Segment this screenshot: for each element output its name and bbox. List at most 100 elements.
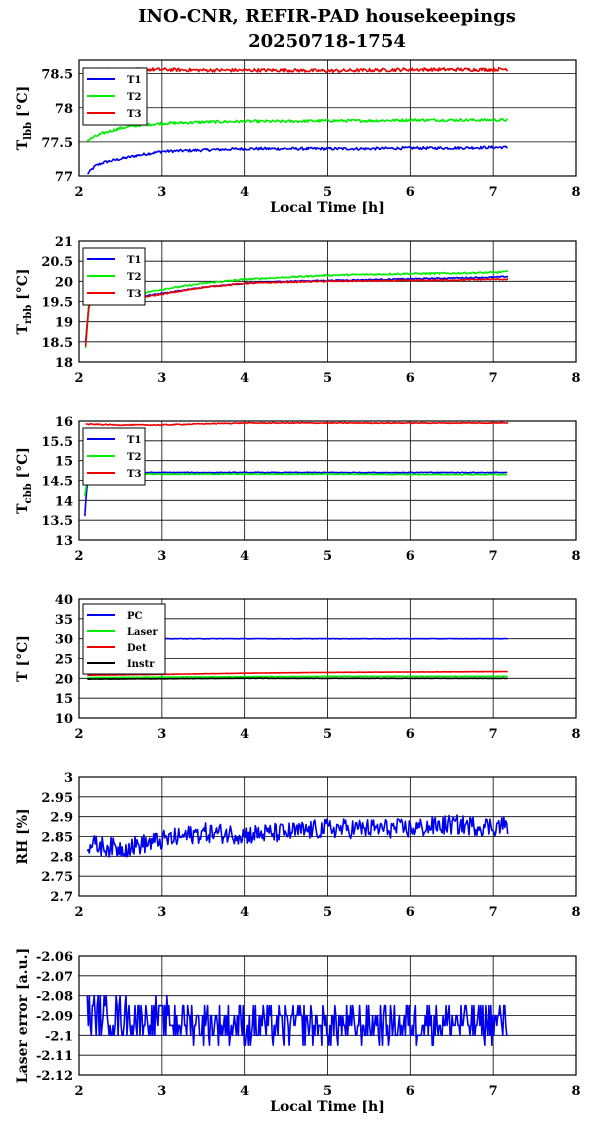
- legend-label: T3: [127, 289, 141, 300]
- x-tick-label: 3: [157, 905, 166, 920]
- plot-frame: [78, 420, 577, 541]
- y-tick-label: 13: [55, 534, 73, 549]
- x-tick-label: 6: [406, 371, 415, 386]
- legend-label: Det: [127, 643, 147, 654]
- legend-label: T3: [127, 469, 141, 480]
- series-line-laser: [87, 675, 508, 679]
- legend: T1 T2 T3: [82, 67, 148, 126]
- y-tick-label: 15: [55, 455, 73, 470]
- series-line-t2: [86, 117, 509, 142]
- x-tick-label: 2: [74, 185, 83, 200]
- x-tick-label: 4: [240, 905, 249, 920]
- x-tick-label: 7: [489, 371, 498, 386]
- x-tick-label: 8: [571, 727, 580, 742]
- y-tick-label: -2.07: [36, 970, 73, 985]
- x-tick-label: 6: [406, 727, 415, 742]
- legend-label: T1: [127, 255, 141, 266]
- y-axis-label: Trbb [°C]: [15, 269, 34, 335]
- y-tick-label: 35: [55, 613, 73, 628]
- y-axis-label: T [°C]: [15, 635, 31, 682]
- chart-panel-5: 2.7 2.75 2.8 2.85 2.9 2.95 3 2 3 4 5 6 7 8 RH [%]: [15, 771, 581, 920]
- y-axis-label: Laser error [a.u.]: [15, 948, 31, 1083]
- y-tick-label: -2.09: [36, 1010, 73, 1025]
- x-tick-label: 2: [74, 727, 83, 742]
- x-tick-label: 7: [489, 727, 498, 742]
- plot-frame: [78, 776, 577, 897]
- legend-label: T2: [127, 452, 141, 463]
- legend: PC Laser Det Instr: [82, 603, 166, 675]
- x-tick-label: 7: [489, 1084, 498, 1099]
- x-tick-label: 2: [74, 1084, 83, 1099]
- legend-label: Instr: [127, 659, 155, 670]
- x-tick-label: 4: [240, 1084, 249, 1099]
- y-tick-label: 15: [55, 692, 73, 707]
- y-tick-label: 2.7: [50, 890, 73, 905]
- x-tick-label: 6: [406, 185, 415, 200]
- y-tick-label: 21: [55, 235, 73, 250]
- series-line-t3: [85, 421, 509, 427]
- x-tick-label: 5: [323, 1084, 332, 1099]
- y-tick-label: 78: [55, 102, 73, 117]
- x-tick-label: 2: [74, 549, 83, 564]
- y-tick-label: -2.08: [36, 990, 73, 1005]
- series-line-t2: [84, 472, 508, 497]
- figure-title-line1: INO-CNR, REFIR-PAD housekeepings: [138, 6, 516, 27]
- y-tick-label: 14.5: [41, 475, 73, 490]
- plot-frame: [78, 59, 577, 177]
- y-tick-label: 25: [55, 653, 73, 668]
- x-tick-label: 3: [157, 371, 166, 386]
- y-tick-label: 20.5: [41, 255, 73, 270]
- x-tick-label: 7: [489, 185, 498, 200]
- legend-label: T1: [127, 435, 141, 446]
- y-tick-label: -2.12: [36, 1069, 73, 1084]
- y-tick-label: 10: [55, 712, 73, 727]
- y-tick-label: 40: [55, 593, 73, 608]
- y-tick-label: 14: [55, 494, 73, 509]
- x-tick-label: 4: [240, 549, 249, 564]
- chart-panel-2: 18 18.5 19 19.5 20 20.5 21 2 3 4 5 6 7 8 Trbb [°C] T1 T2…: [15, 235, 581, 386]
- x-tick-label: 8: [571, 1084, 580, 1099]
- plot-frame: [78, 955, 577, 1076]
- x-axis-label: Local Time [h]: [270, 200, 385, 216]
- y-tick-label: 19.5: [41, 296, 73, 311]
- series-line-t1: [84, 471, 508, 517]
- x-tick-label: 3: [157, 185, 166, 200]
- x-tick-label: 8: [571, 185, 580, 200]
- plot-frame: [78, 240, 577, 363]
- figure-title-line2: 20250718-1754: [248, 31, 406, 52]
- y-tick-label: 78.5: [41, 68, 73, 83]
- x-tick-label: 7: [489, 905, 498, 920]
- y-tick-label: 16: [55, 415, 73, 430]
- x-tick-label: 6: [406, 1084, 415, 1099]
- chart-panel-4: 10 15 20 25 30 35 40 2 3 4 5 6 7 8 T [°C] PC Laser Det Ins…: [15, 593, 581, 742]
- x-tick-label: 7: [489, 549, 498, 564]
- y-tick-label: 18.5: [41, 336, 73, 351]
- x-tick-label: 3: [157, 1084, 166, 1099]
- x-tick-label: 4: [240, 185, 249, 200]
- y-axis-label: Tlbb [°C]: [15, 86, 34, 150]
- legend-label: T3: [127, 109, 141, 120]
- y-tick-label: 2.9: [50, 811, 73, 826]
- legend: T1 T2 T3: [82, 247, 146, 306]
- y-tick-label: 77: [55, 170, 73, 185]
- x-tick-label: 8: [571, 905, 580, 920]
- x-tick-label: 4: [240, 727, 249, 742]
- y-tick-label: 20: [55, 275, 73, 290]
- series-line-t2: [84, 270, 509, 348]
- x-axis-label: Local Time [h]: [270, 1099, 385, 1115]
- y-tick-label: -2.06: [36, 950, 73, 965]
- x-tick-label: 2: [74, 371, 83, 386]
- x-tick-label: 5: [323, 371, 332, 386]
- x-tick-label: 2: [74, 905, 83, 920]
- series-line-instr: [87, 677, 508, 681]
- y-tick-label: 3: [64, 771, 73, 786]
- y-axis-label: RH [%]: [15, 808, 31, 864]
- y-tick-label: 30: [55, 633, 73, 648]
- x-tick-label: 5: [323, 727, 332, 742]
- y-tick-label: 15.5: [41, 435, 73, 450]
- series-line-t3: [84, 277, 509, 347]
- chart-panel-3: 13 13.5 14 14.5 15 15.5 16 2 3 4 5 6 7 8 Tcbb [°C] T1 T2…: [15, 415, 581, 564]
- x-tick-label: 5: [323, 549, 332, 564]
